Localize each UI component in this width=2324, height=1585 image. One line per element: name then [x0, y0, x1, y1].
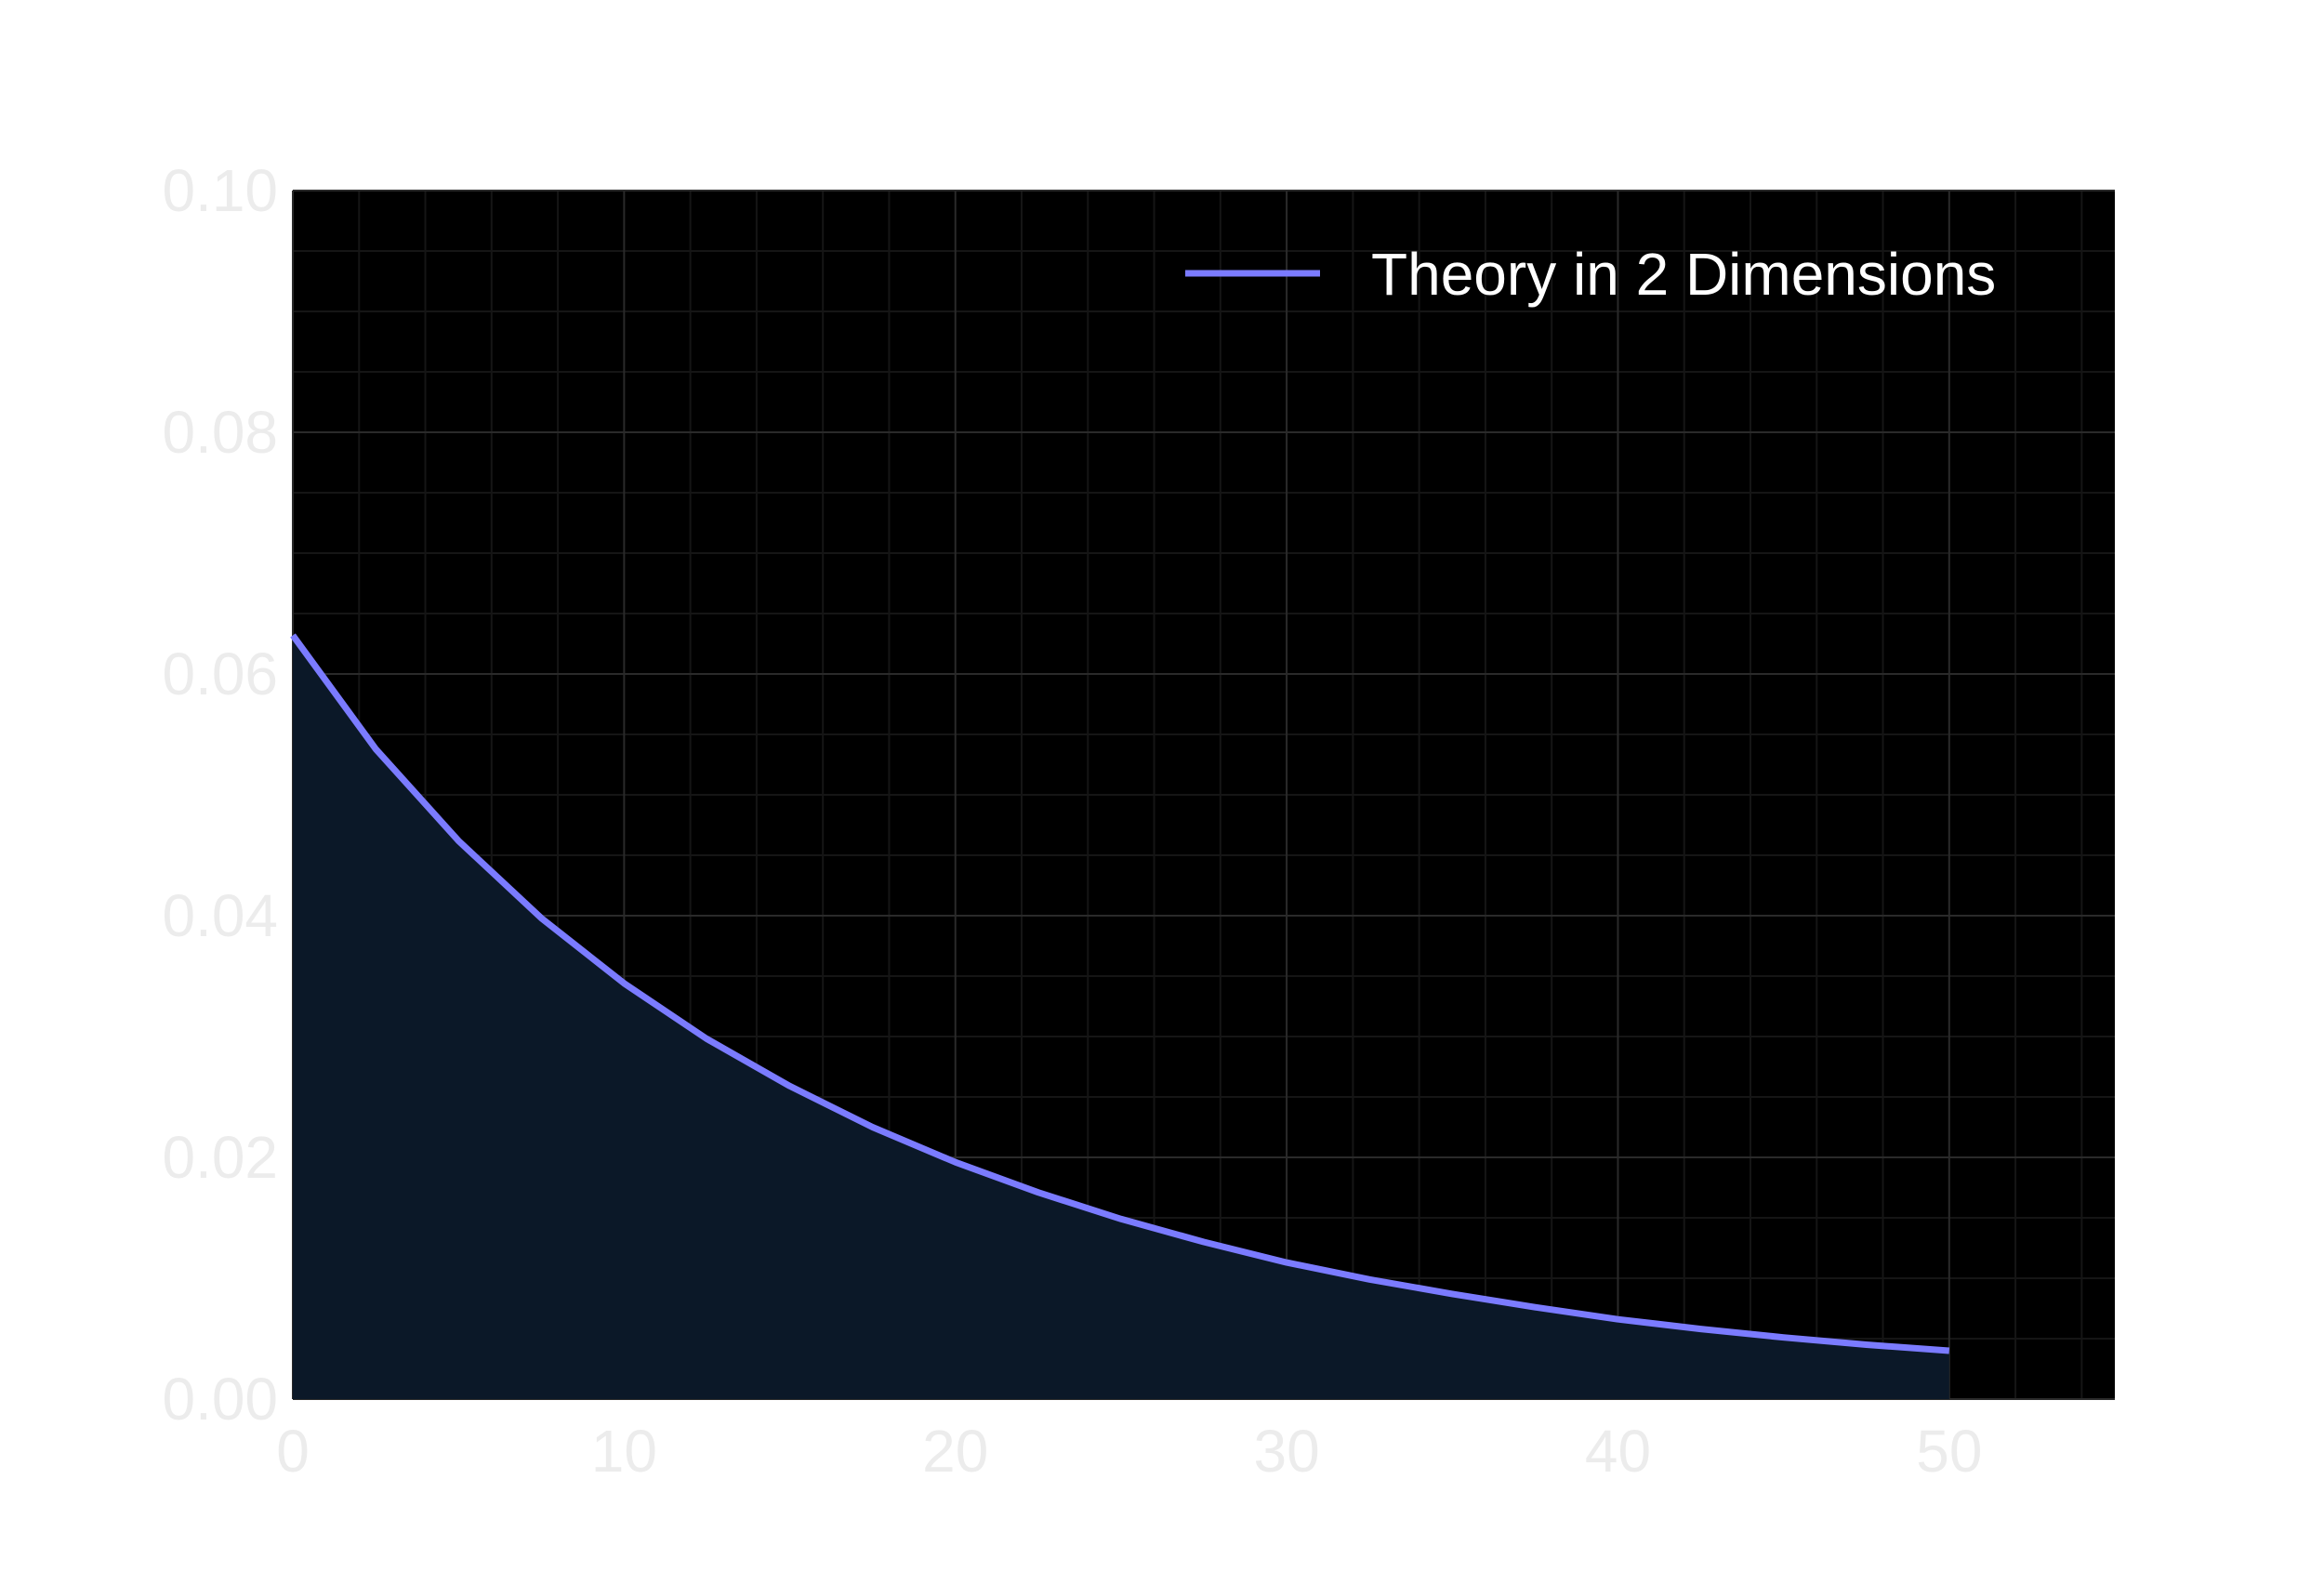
x-tick-label: 40 — [1585, 1418, 1651, 1485]
y-tick-label: 0.08 — [162, 399, 278, 466]
x-axis-tick-labels: 0 10 20 30 40 50 — [276, 1418, 1982, 1485]
x-tick-label: 50 — [1916, 1418, 1982, 1485]
legend: Theory in 2 Dimensions — [1185, 241, 1996, 308]
y-tick-label: 0.02 — [162, 1124, 278, 1191]
series-area-fill — [293, 635, 1949, 1399]
series-line — [290, 633, 1950, 1354]
x-tick-label: 0 — [276, 1418, 310, 1485]
x-tick-label: 10 — [591, 1418, 657, 1485]
y-tick-label: 0.10 — [162, 157, 278, 224]
y-tick-label: 0.04 — [162, 882, 278, 949]
y-tick-label: 0.00 — [162, 1366, 278, 1433]
x-tick-label: 30 — [1253, 1418, 1319, 1485]
y-tick-label: 0.06 — [162, 641, 278, 707]
y-axis-tick-labels: 0.00 0.02 0.04 0.06 0.08 0.10 — [162, 157, 278, 1433]
legend-label: Theory in 2 Dimensions — [1371, 241, 1996, 308]
x-tick-label: 20 — [922, 1418, 988, 1485]
